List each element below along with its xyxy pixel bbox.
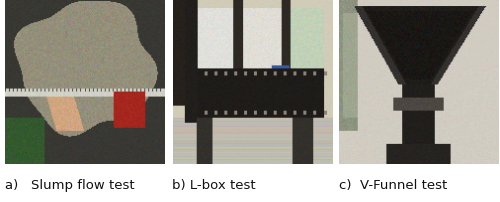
Text: a)   Slump flow test: a) Slump flow test xyxy=(5,179,134,192)
Text: b) L-box test: b) L-box test xyxy=(172,179,256,192)
Text: c)  V-Funnel test: c) V-Funnel test xyxy=(339,179,448,192)
